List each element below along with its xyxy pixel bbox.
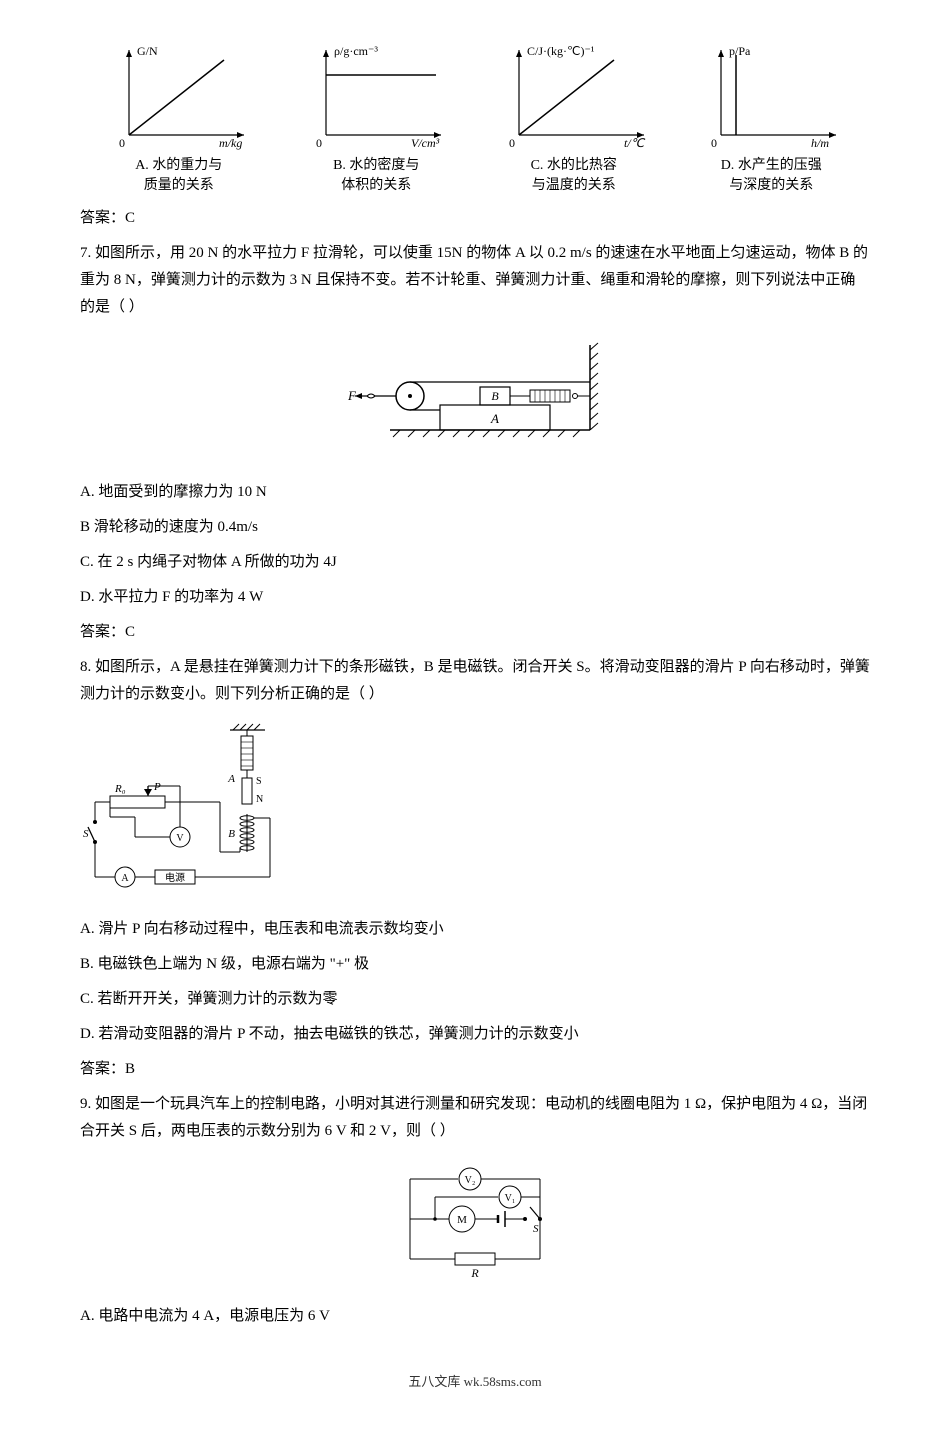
chart-a-yaxis: G/N (137, 44, 158, 58)
q7-B: B (491, 389, 499, 403)
q9-optA: A. 电路中电流为 4 A，电源电压为 6 V (80, 1303, 870, 1330)
chart-b-letter: B. (333, 158, 346, 173)
q9-svg: R S M V₁ V₂ (390, 1159, 560, 1279)
svg-text:0: 0 (119, 136, 125, 150)
chart-d-yaxis: p/Pa (729, 44, 751, 58)
q8-B: B (228, 828, 235, 840)
chart-c-line2: 与温度的关系 (532, 178, 616, 193)
chart-d-line2: 与深度的关系 (729, 178, 813, 193)
chart-a-line2: 质量的关系 (144, 178, 214, 193)
q8-stem: 8. 如图所示，A 是悬挂在弹簧测力计下的条形磁铁，B 是电磁铁。闭合开关 S。… (80, 654, 870, 708)
chart-b-svg: ρ/g·cm⁻³ 0 V/cm³ (301, 40, 451, 150)
chart-a-xaxis: m/kg (219, 136, 242, 150)
chart-b-line2: 体积的关系 (341, 178, 411, 193)
q7-A: A (490, 411, 499, 426)
svg-text:0: 0 (711, 136, 717, 150)
chart-c-line1: 水的比热容 (547, 158, 617, 173)
q8-A: A (227, 773, 235, 785)
chart-c-letter: C. (531, 158, 544, 173)
page-footer: 五八文库 wk.58sms.com (80, 1370, 870, 1393)
q8-optA: A. 滑片 P 向右移动过程中，电压表和电流表示数均变小 (80, 916, 870, 943)
q7-optB: B 滑轮移动的速度为 0.4m/s (80, 514, 870, 541)
q7-F: F (347, 388, 357, 403)
chart-b: ρ/g·cm⁻³ 0 V/cm³ B. 水的密度与 体积的关系 (286, 40, 466, 195)
q7-stem: 7. 如图所示，用 20 N 的水平拉力 F 拉滑轮，可以使重 15N 的物体 … (80, 240, 870, 321)
svg-text:0: 0 (509, 136, 515, 150)
chart-b-line1: 水的密度与 (349, 158, 419, 173)
q7-optC: C. 在 2 s 内绳子对物体 A 所做的功为 4J (80, 549, 870, 576)
chart-a: G/N 0 m/kg A. 水的重力与 质量的关系 (89, 40, 269, 195)
chart-b-xaxis: V/cm³ (411, 136, 440, 150)
chart-a-svg: G/N 0 m/kg (104, 40, 254, 150)
q8-S: S (83, 828, 89, 840)
q8-S2: S (256, 776, 262, 787)
q8-optC: C. 若断开开关，弹簧测力计的示数为零 (80, 986, 870, 1013)
q7-optD: D. 水平拉力 F 的功率为 4 W (80, 584, 870, 611)
chart-a-letter: A. (135, 158, 149, 173)
q9-figure: R S M V₁ V₂ (80, 1159, 870, 1289)
q9-V2: V₂ (465, 1175, 476, 1186)
chart-d-svg: p/Pa 0 h/m (696, 40, 846, 150)
q9-stem: 9. 如图是一个玩具汽车上的控制电路，小明对其进行测量和研究发现：电动机的线圈电… (80, 1091, 870, 1145)
q7-optA: A. 地面受到的摩擦力为 10 N (80, 479, 870, 506)
q8-V: V (176, 833, 184, 844)
chart-d: p/Pa 0 h/m D. 水产生的压强 与深度的关系 (681, 40, 861, 195)
chart-d-line1: 水产生的压强 (738, 158, 822, 173)
q9-R: R (470, 1266, 479, 1279)
chart-d-label: D. 水产生的压强 与深度的关系 (721, 156, 822, 195)
chart-d-xaxis: h/m (811, 136, 829, 150)
q9-M: M (457, 1214, 467, 1226)
q6-answer: 答案：C (80, 205, 870, 232)
q8-answer: 答案：B (80, 1056, 870, 1083)
chart-d-letter: D. (721, 158, 735, 173)
chart-a-line1: 水的重力与 (152, 158, 222, 173)
q9-V1: V₁ (505, 1193, 516, 1204)
q8-N: N (256, 794, 263, 805)
q8-optB: B. 电磁铁色上端为 N 级，电源右端为 "+" 极 (80, 951, 870, 978)
q8-source: 电源 (165, 871, 185, 884)
q8-P: P (153, 781, 161, 793)
chart-a-label: A. 水的重力与 质量的关系 (135, 156, 222, 195)
q7-figure: A B F (80, 335, 870, 465)
q7-answer: 答案：C (80, 619, 870, 646)
chart-b-label: B. 水的密度与 体积的关系 (333, 156, 419, 195)
q8-figure: A S N B 电源 A S R₀ (80, 722, 870, 902)
q8-R0: R₀ (114, 783, 126, 795)
q9-S: S (533, 1223, 539, 1235)
svg-text:0: 0 (316, 136, 322, 150)
q7-svg: A B F (345, 335, 605, 455)
charts-row: G/N 0 m/kg A. 水的重力与 质量的关系 ρ/g·cm⁻³ 0 V/c… (80, 40, 870, 195)
chart-c-svg: C/J·(kg·℃)⁻¹ 0 t/℃ (494, 40, 654, 150)
chart-c-label: C. 水的比热容 与温度的关系 (531, 156, 617, 195)
q8-svg: A S N B 电源 A S R₀ (80, 722, 290, 892)
chart-c-xaxis: t/℃ (624, 136, 646, 150)
chart-c-yaxis: C/J·(kg·℃)⁻¹ (527, 44, 595, 58)
chart-c: C/J·(kg·℃)⁻¹ 0 t/℃ C. 水的比热容 与温度的关系 (484, 40, 664, 195)
q8-optD: D. 若滑动变阻器的滑片 P 不动，抽去电磁铁的铁芯，弹簧测力计的示数变小 (80, 1021, 870, 1048)
q8-ammeter: A (121, 873, 129, 884)
chart-b-yaxis: ρ/g·cm⁻³ (334, 44, 378, 58)
